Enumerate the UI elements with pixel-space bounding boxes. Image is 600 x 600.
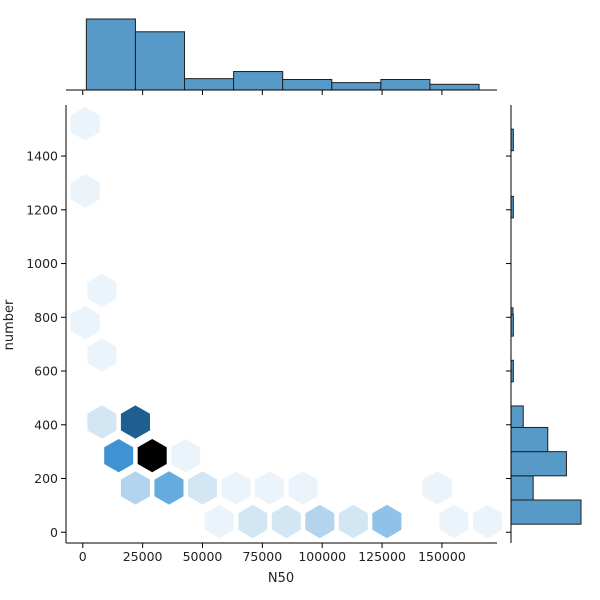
hexbin-24 [472, 504, 502, 539]
hexbin-2 [87, 273, 117, 308]
hexbin-4 [87, 338, 117, 372]
hexbin-12 [188, 471, 217, 505]
hexbin-23 [439, 504, 469, 539]
top-hist-bar-6 [380, 78, 431, 91]
hexbin-13 [221, 471, 251, 505]
y-tick-label-5: 1000 [26, 256, 58, 271]
x-axis-label: N50 [268, 571, 294, 586]
top-hist-bar-3 [233, 71, 284, 91]
hexbin-1 [70, 174, 100, 208]
hexbin-3 [70, 306, 100, 340]
y-tick-label-3: 600 [34, 364, 58, 379]
top-hist-bar-2 [184, 78, 235, 91]
hexbin-7 [104, 439, 134, 473]
hexbin-18 [238, 504, 268, 539]
x-tick-label-3: 75000 [242, 549, 282, 564]
top-marginal-histogram [66, 18, 497, 95]
top-hist-bar-4 [282, 78, 333, 91]
y-tick-label-7: 1400 [26, 149, 58, 164]
y-tick-label-1: 200 [34, 471, 58, 486]
y-tick-label-4: 800 [34, 310, 58, 325]
hexbin-17 [204, 504, 234, 539]
hexbin-0 [70, 107, 100, 141]
hexbin-20 [305, 504, 335, 539]
top-hist-bar-1 [134, 31, 186, 91]
right-hist-bar-2 [510, 451, 567, 477]
right-marginal-histogram [506, 105, 582, 543]
hexbin-area [70, 107, 502, 539]
hexbin-14 [255, 471, 284, 505]
x-tick-label-0: 0 [79, 549, 87, 564]
hexbin-9 [171, 439, 201, 473]
right-hist-bar-4 [510, 405, 524, 428]
top-hist-bar-0 [85, 18, 136, 91]
x-tick-label-1: 25000 [123, 549, 163, 564]
hexbin-15 [288, 471, 318, 505]
y-axis-label: number [2, 299, 17, 350]
x-tick-label-6: 150000 [418, 549, 466, 564]
hexbin-6 [120, 405, 150, 439]
x-tick-label-4: 100000 [298, 549, 346, 564]
y-tick-label-0: 0 [50, 525, 58, 540]
hexbin-16 [422, 471, 452, 505]
y-tick-label-2: 400 [34, 417, 58, 432]
x-tick-label-2: 50000 [183, 549, 223, 564]
right-hist-bar-0 [510, 499, 582, 525]
top-hist-bar-5 [331, 82, 382, 91]
hexbin-8 [137, 439, 167, 473]
hexbin-21 [338, 504, 368, 539]
x-tick-label-5: 125000 [358, 549, 406, 564]
hexbin-5 [87, 405, 117, 439]
hexbin-22 [372, 504, 402, 539]
top-hist-bar-7 [429, 83, 480, 91]
right-hist-bar-3 [510, 426, 549, 453]
hexbin-19 [271, 504, 301, 539]
right-hist-bar-1 [510, 475, 534, 501]
hexbin-10 [120, 471, 150, 505]
axes: 0 25000 50000 75000 100000 125000 150000 0 200 40… [26, 105, 497, 564]
y-tick-label-6: 1200 [26, 202, 58, 217]
hexbin-11 [154, 471, 184, 505]
